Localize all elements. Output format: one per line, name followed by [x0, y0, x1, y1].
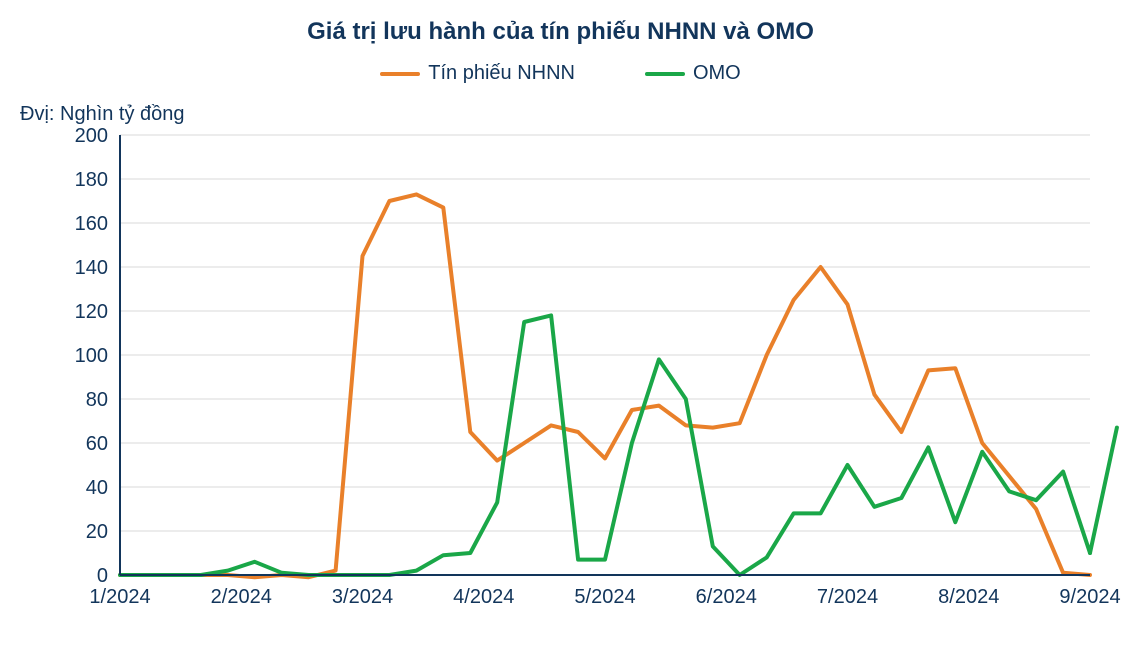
xtick-label: 8/2024 [938, 586, 999, 608]
xtick-label: 5/2024 [574, 586, 635, 608]
xtick-label: 1/2024 [89, 586, 150, 608]
ytick-label: 100 [75, 345, 108, 367]
ytick-label: 40 [86, 477, 108, 499]
ytick-label: 60 [86, 433, 108, 455]
ytick-label: 120 [75, 301, 108, 323]
ytick-label: 160 [75, 213, 108, 235]
xtick-label: 2/2024 [211, 586, 272, 608]
xtick-label: 6/2024 [696, 586, 757, 608]
ytick-label: 180 [75, 169, 108, 191]
ytick-label: 140 [75, 257, 108, 279]
plot-svg: 0 20 40 60 80 100 120 140 160 180 200 1/2024 2/2024 3… [0, 0, 1121, 650]
ytick-label: 20 [86, 521, 108, 543]
xtick-label: 9/2024 [1059, 586, 1120, 608]
series-line-0 [120, 194, 1090, 577]
xtick-label: 4/2024 [453, 586, 514, 608]
chart-container: Giá trị lưu hành của tín phiếu NHNN và O… [0, 0, 1121, 650]
series-line-1 [120, 315, 1090, 575]
series-tail [1090, 428, 1117, 553]
xtick-label: 3/2024 [332, 586, 393, 608]
ytick-label: 0 [97, 565, 108, 587]
ytick-label: 200 [75, 125, 108, 147]
xtick-label: 7/2024 [817, 586, 878, 608]
ytick-label: 80 [86, 389, 108, 411]
